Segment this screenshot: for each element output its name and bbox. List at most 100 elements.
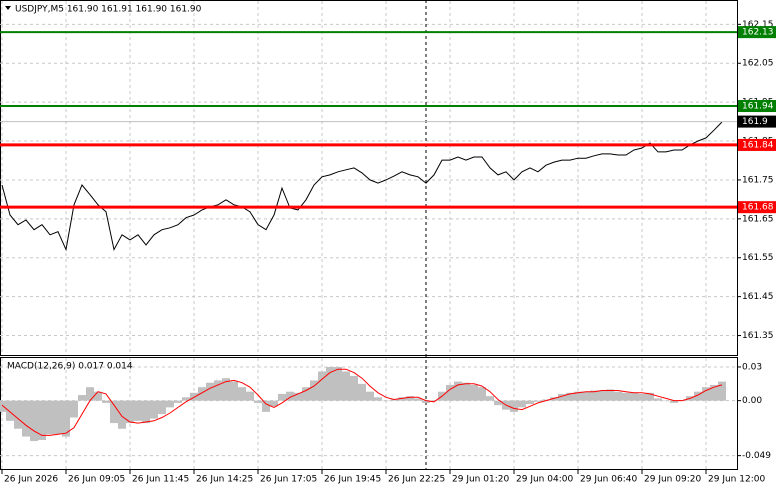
histogram-bar — [398, 397, 406, 401]
histogram-bar — [406, 396, 414, 401]
histogram-bar — [622, 392, 630, 401]
histogram-bar — [462, 382, 470, 401]
histogram-bar — [526, 400, 534, 405]
y-tick-label: 162.05 — [742, 59, 774, 69]
price-line — [1, 121, 723, 252]
histogram-bar — [518, 400, 526, 408]
histogram-bar — [246, 391, 254, 401]
y-tick-label: 0.00 — [742, 396, 762, 406]
histogram-bar — [302, 387, 310, 401]
histogram-bar — [286, 391, 294, 401]
histogram-bar — [558, 393, 566, 401]
histogram-bar — [118, 400, 126, 429]
level-label: 161.94 — [742, 102, 774, 112]
histogram-bar — [454, 381, 462, 401]
level-badge — [738, 26, 776, 39]
histogram-bar — [598, 390, 606, 401]
macd-frame — [0, 357, 738, 470]
histogram-bar — [710, 384, 718, 401]
macd-title: MACD(12,26,9) 0.017 0.014 — [7, 362, 133, 372]
histogram-bar — [606, 389, 614, 401]
y-tick-label: 0.03 — [742, 362, 762, 372]
y-tick-label: 161.35 — [742, 331, 774, 341]
histogram-bar — [590, 390, 598, 401]
histogram-bar — [94, 391, 102, 401]
histogram-bar — [638, 393, 646, 401]
histogram-bar — [30, 400, 38, 442]
x-tick-label: 26 Jun 11:45 — [132, 475, 189, 485]
level-label: 161.84 — [742, 140, 774, 150]
histogram-bar — [14, 400, 22, 429]
histogram-bar — [70, 400, 78, 418]
histogram-bar — [582, 391, 590, 401]
histogram-bar — [62, 400, 70, 437]
histogram-bar — [158, 400, 166, 415]
histogram-bar — [574, 391, 582, 401]
histogram-bar — [214, 380, 222, 401]
histogram-bar — [222, 378, 230, 401]
histogram-bar — [718, 381, 726, 401]
histogram-bar — [654, 398, 662, 401]
x-tick-label: 29 Jun 04:00 — [516, 475, 573, 485]
menu-icon — [5, 6, 11, 10]
x-tick-label: 26 Jun 17:05 — [260, 475, 317, 485]
level-badge — [738, 201, 776, 214]
histogram-bar — [206, 382, 214, 401]
y-tick-label: 161.65 — [742, 214, 774, 224]
histogram-bar — [534, 400, 542, 402]
histogram-bar — [430, 400, 438, 402]
histogram-bar — [142, 400, 150, 424]
histogram-bar — [630, 392, 638, 401]
histogram-bar — [126, 400, 134, 424]
histogram-bar — [478, 387, 486, 401]
histogram-bar — [566, 392, 574, 401]
histogram-bar — [694, 391, 702, 401]
main-frame — [0, 0, 738, 356]
histogram-bar — [510, 400, 518, 412]
histogram-bar — [270, 400, 278, 407]
histogram-bar — [446, 384, 454, 401]
histogram-bar — [238, 387, 246, 401]
last-price-badge — [738, 115, 776, 128]
histogram-bar — [230, 381, 238, 401]
histogram-bar — [350, 375, 358, 401]
y-tick-label: -0.049 — [742, 451, 771, 461]
histogram-bar — [374, 397, 382, 401]
level-badge — [738, 100, 776, 113]
histogram-bar — [46, 400, 54, 435]
x-tick-label: 26 Jun 14:25 — [196, 475, 253, 485]
level-label: 161.68 — [742, 203, 774, 213]
histogram-bar — [166, 400, 174, 408]
histogram-bar — [86, 387, 94, 401]
histogram-bar — [318, 371, 326, 401]
histogram-bar — [358, 383, 366, 401]
x-tick-label: 26 Jun 22:25 — [388, 475, 445, 485]
y-tick-label: 161.55 — [742, 253, 774, 263]
histogram-bar — [342, 371, 350, 401]
chart-title: USDJPY,M5 161.90 161.91 161.90 161.90 — [15, 5, 202, 15]
histogram-bar — [550, 397, 558, 401]
histogram-bar — [366, 391, 374, 401]
histogram-bar — [78, 395, 86, 401]
y-tick-label: 161.75 — [742, 175, 774, 185]
histogram-bar — [54, 400, 62, 435]
level-badge — [738, 138, 776, 151]
histogram-bar — [486, 396, 494, 401]
histogram-bar — [334, 366, 342, 401]
x-tick-label: 29 Jun 01:20 — [452, 475, 509, 485]
histogram-bar — [390, 399, 398, 401]
y-tick-label: 162.15 — [742, 20, 774, 30]
histogram-bar — [198, 387, 206, 401]
histogram-bar — [174, 400, 182, 403]
x-tick-label: 26 Jun 09:05 — [68, 475, 125, 485]
histogram-bar — [614, 391, 622, 401]
histogram-bar — [662, 400, 670, 402]
histogram-bar — [702, 387, 710, 401]
x-tick-label: 29 Jun 06:40 — [580, 475, 637, 485]
histogram-bar — [254, 400, 262, 403]
histogram-bar — [294, 392, 302, 401]
histogram-bar — [422, 400, 430, 403]
histogram-bar — [326, 366, 334, 401]
histogram-bar — [646, 392, 654, 401]
histogram-bar — [670, 400, 678, 403]
